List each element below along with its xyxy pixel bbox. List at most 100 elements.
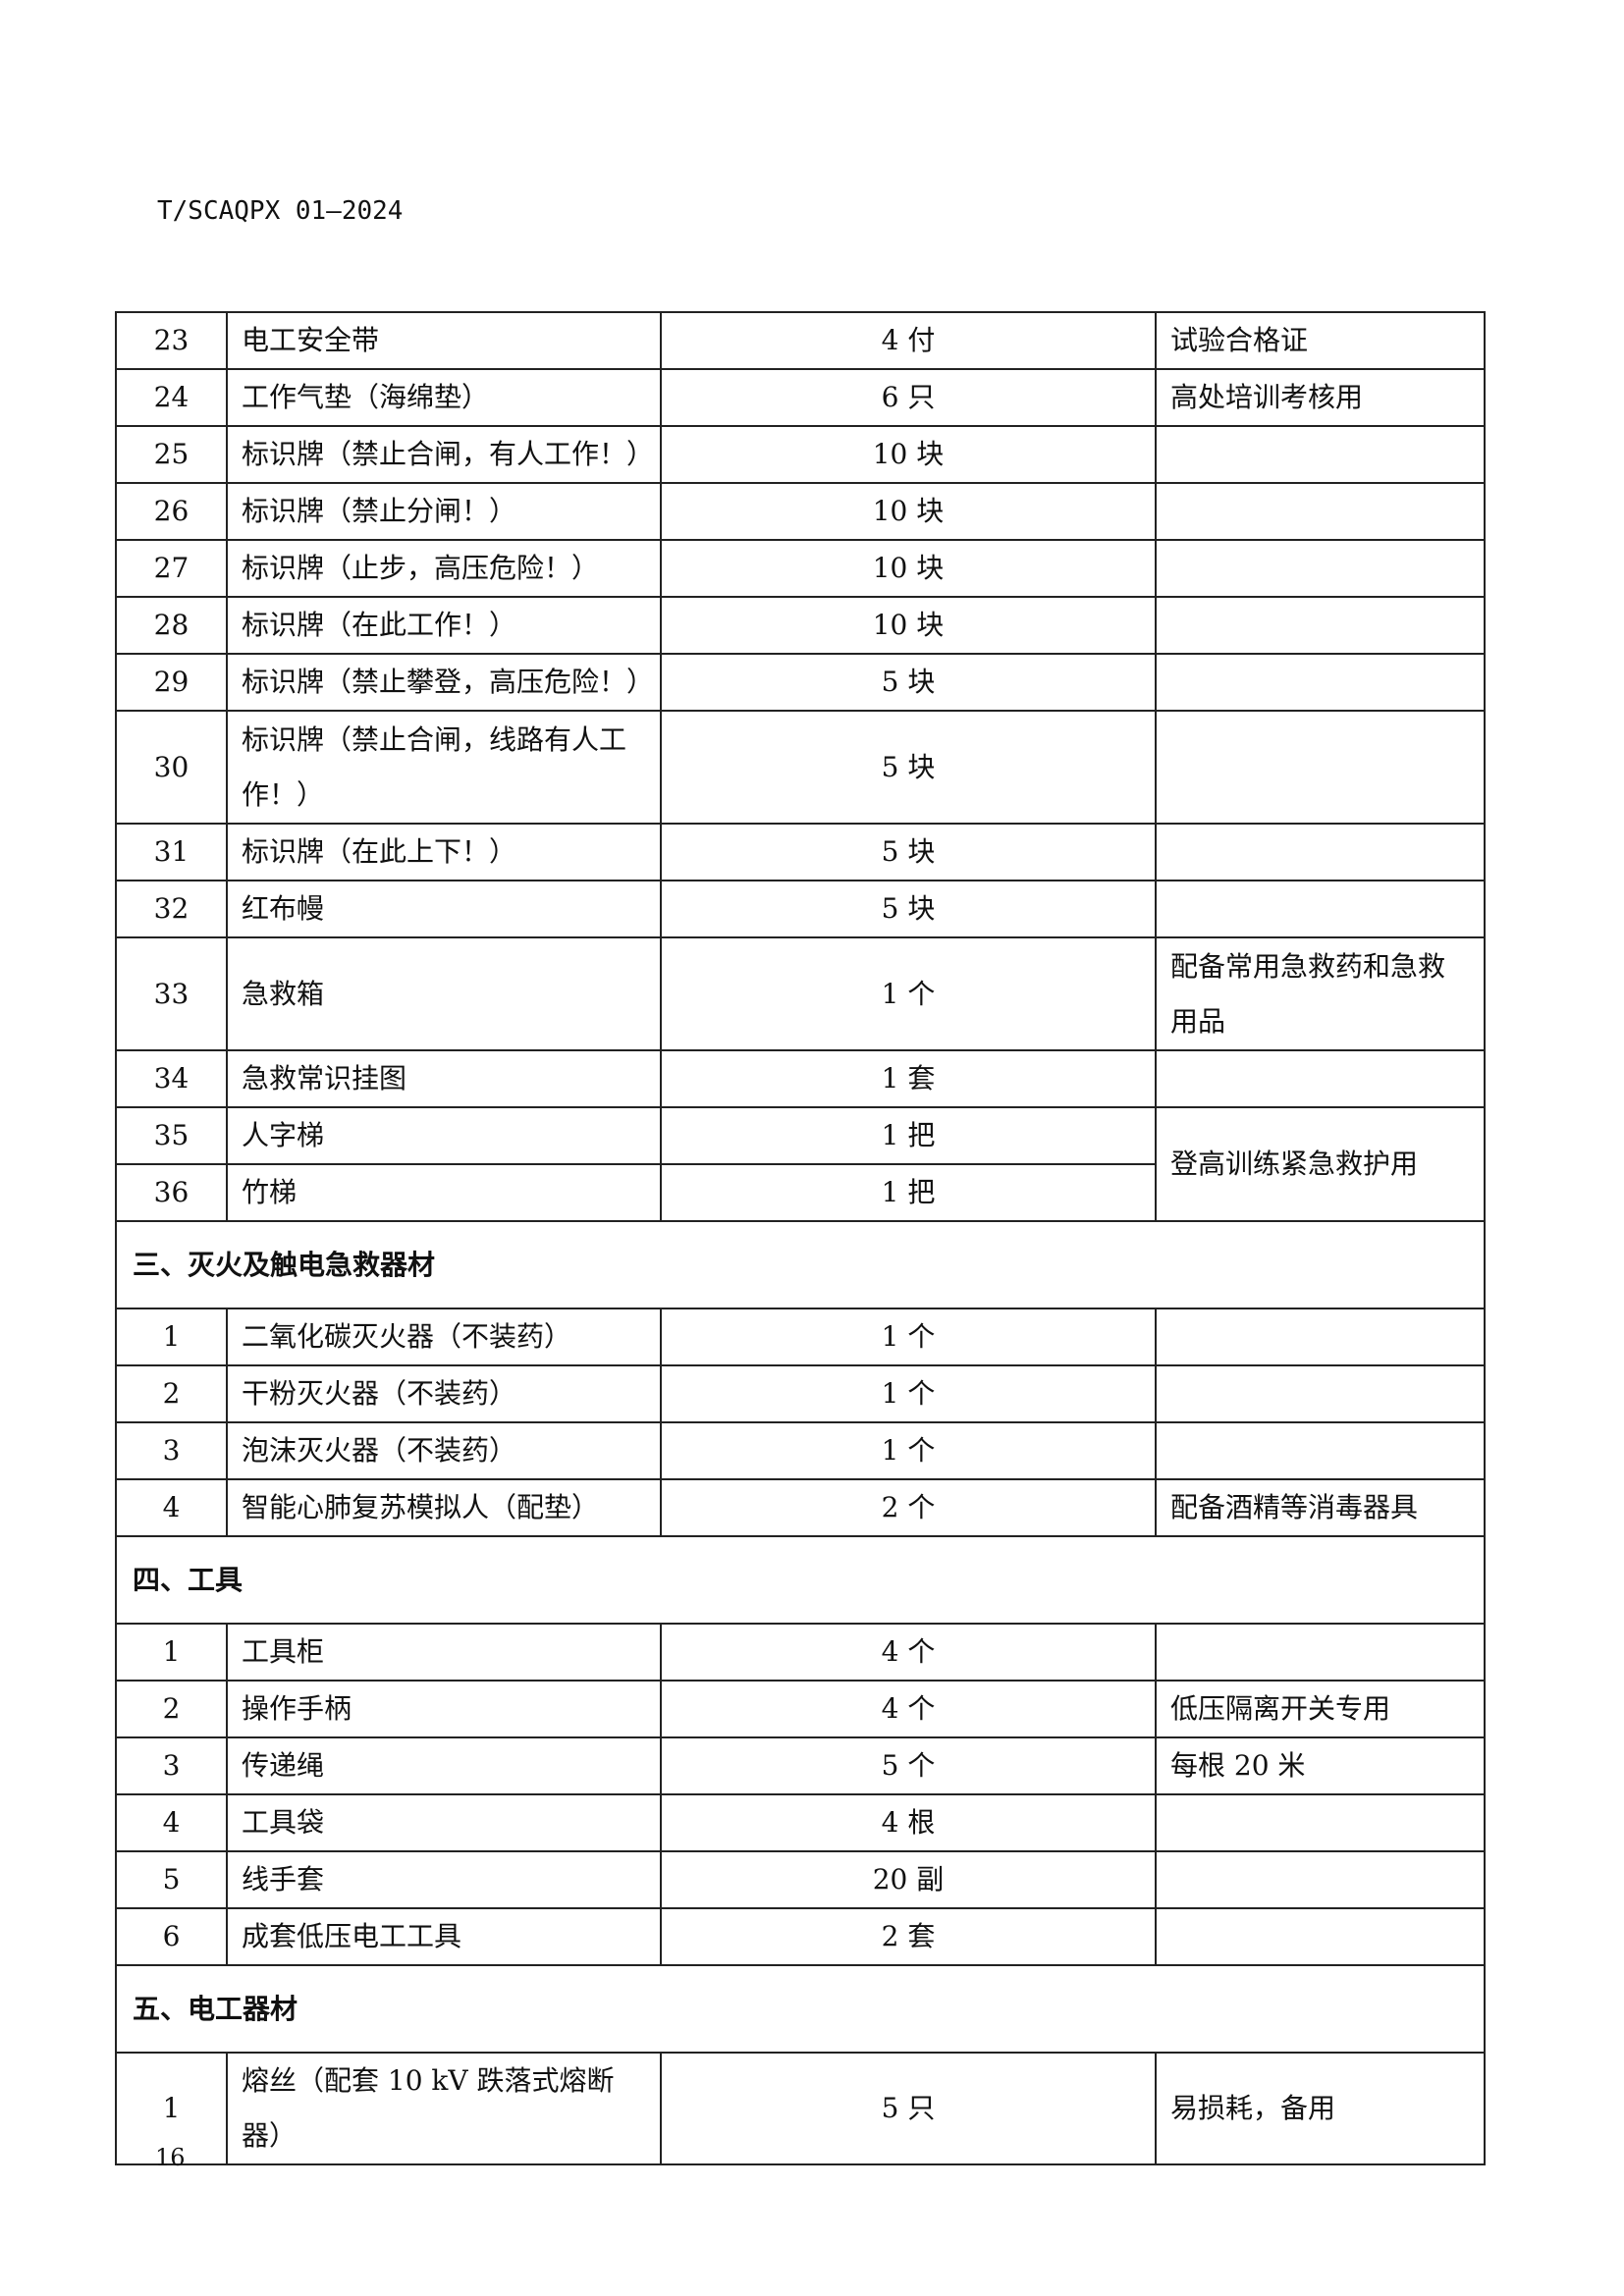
table-row: 1 工具柜 4 个 (115, 1623, 1486, 1682)
table-row: 3 传递绳 5 个每根 20 米 (115, 1736, 1486, 1795)
item-quantity: 4 根 (660, 1793, 1157, 1852)
item-quantity: 2 个 (660, 1478, 1157, 1537)
table-row: 28 标识牌（在此工作！） 10 块 (115, 596, 1486, 655)
table-row: 30 标识牌（禁止合闸，线路有人工作！） 5 块 (115, 710, 1486, 825)
item-quantity: 5 块 (660, 710, 1157, 825)
item-name: 急救箱 (226, 936, 662, 1051)
item-name: 急救常识挂图 (226, 1049, 662, 1108)
item-name: 电工安全带 (226, 311, 662, 370)
item-number: 29 (115, 653, 228, 712)
table-row: 35 人字梯 1 把登高训练紧急救护用 (115, 1106, 1486, 1222)
section-row: 三、灭火及触电急救器材 (115, 1220, 1486, 1309)
item-number: 4 (115, 1478, 228, 1537)
table-row: 27 标识牌（止步，高压危险！） 10 块 (115, 539, 1486, 598)
section-title: 三、灭火及触电急救器材 (115, 1220, 1486, 1309)
table-row: 6 成套低压电工工具 2 套 (115, 1907, 1486, 1966)
item-quantity: 10 块 (660, 425, 1157, 484)
item-remark (1155, 1049, 1486, 1108)
item-name: 红布幔 (226, 880, 662, 938)
item-remark (1155, 653, 1486, 712)
item-name: 线手套 (226, 1850, 662, 1909)
table-row: 23 电工安全带 4 付试验合格证 (115, 311, 1486, 370)
table-row: 3 泡沫灭火器（不装药） 1 个 (115, 1421, 1486, 1480)
item-remark (1155, 1850, 1486, 1909)
item-number: 35 (115, 1106, 228, 1165)
item-number: 2 (115, 1364, 228, 1423)
table-row: 1 熔丝（配套 10 kV 跌落式熔断器） 5 只易损耗，备用 (115, 2052, 1486, 2165)
item-quantity: 2 套 (660, 1907, 1157, 1966)
item-number: 34 (115, 1049, 228, 1108)
item-name: 标识牌（禁止分闸！） (226, 482, 662, 541)
item-number: 1 (115, 1308, 228, 1366)
item-quantity: 1 个 (660, 1421, 1157, 1480)
item-number: 27 (115, 539, 228, 598)
item-number: 24 (115, 368, 228, 427)
item-quantity: 1 个 (660, 1308, 1157, 1366)
table-row: 33 急救箱 1 个配备常用急救药和急救用品 (115, 936, 1486, 1051)
item-quantity: 10 块 (660, 539, 1157, 598)
item-number: 1 (115, 2052, 228, 2165)
item-number: 26 (115, 482, 228, 541)
item-remark (1155, 1623, 1486, 1682)
item-quantity: 5 只 (660, 2052, 1157, 2165)
table-row: 29 标识牌（禁止攀登，高压危险！） 5 块 (115, 653, 1486, 712)
item-remark: 每根 20 米 (1155, 1736, 1486, 1795)
item-name: 操作手柄 (226, 1680, 662, 1738)
table-row: 32 红布幔 5 块 (115, 880, 1486, 938)
item-remark (1155, 1421, 1486, 1480)
item-remark: 高处培训考核用 (1155, 368, 1486, 427)
section-row: 四、工具 (115, 1535, 1486, 1625)
item-name: 二氧化碳灭火器（不装药） (226, 1308, 662, 1366)
table-row: 4 工具袋 4 根 (115, 1793, 1486, 1852)
item-number: 33 (115, 936, 228, 1051)
item-name: 智能心肺复苏模拟人（配垫） (226, 1478, 662, 1537)
table-row: 5 线手套 20 副 (115, 1850, 1486, 1909)
item-quantity: 6 只 (660, 368, 1157, 427)
section-title: 五、电工器材 (115, 1964, 1486, 2054)
item-name: 人字梯 (226, 1106, 662, 1165)
item-name: 传递绳 (226, 1736, 662, 1795)
item-quantity: 5 个 (660, 1736, 1157, 1795)
table-row: 25 标识牌（禁止合闸，有人工作！） 10 块 (115, 425, 1486, 484)
table-row: 2 干粉灭火器（不装药） 1 个 (115, 1364, 1486, 1423)
item-quantity: 5 块 (660, 653, 1157, 712)
item-number: 25 (115, 425, 228, 484)
item-number: 3 (115, 1736, 228, 1795)
table-row: 1 二氧化碳灭火器（不装药） 1 个 (115, 1308, 1486, 1366)
item-remark (1155, 823, 1486, 881)
item-number: 3 (115, 1421, 228, 1480)
item-quantity: 1 套 (660, 1049, 1157, 1108)
item-remark: 试验合格证 (1155, 311, 1486, 370)
item-name: 工具柜 (226, 1623, 662, 1682)
table-row: 36 竹梯 1 把 (115, 1163, 1485, 1222)
item-quantity: 10 块 (660, 482, 1157, 541)
equipment-table: 23 电工安全带 4 付试验合格证 24 工作气垫（海绵垫） 6 只高处培训考核用 25 标识… (115, 311, 1486, 2165)
item-number: 28 (115, 596, 228, 655)
item-name: 标识牌（禁止合闸，有人工作！） (226, 425, 662, 484)
item-number: 5 (115, 1850, 228, 1909)
table-row: 34 急救常识挂图 1 套 (115, 1049, 1486, 1108)
item-remark: 配备酒精等消毒器具 (1155, 1478, 1486, 1537)
item-number: 2 (115, 1680, 228, 1738)
document-code: T/SCAQPX 01—2024 (157, 196, 404, 226)
item-quantity: 20 副 (660, 1850, 1157, 1909)
table-row: 26 标识牌（禁止分闸！） 10 块 (115, 482, 1486, 541)
item-quantity: 5 块 (660, 823, 1157, 881)
item-name: 标识牌（在此工作！） (226, 596, 662, 655)
section-row: 五、电工器材 (115, 1964, 1486, 2054)
item-quantity: 10 块 (660, 596, 1157, 655)
item-remark (1155, 596, 1486, 655)
item-name: 泡沫灭火器（不装药） (226, 1421, 662, 1480)
item-remark (1155, 539, 1486, 598)
item-name: 工具袋 (226, 1793, 662, 1852)
table-row: 31 标识牌（在此上下！） 5 块 (115, 823, 1486, 881)
item-number: 36 (115, 1163, 228, 1222)
item-number: 30 (115, 710, 228, 825)
item-number: 1 (115, 1623, 228, 1682)
item-quantity: 1 个 (660, 936, 1157, 1051)
item-quantity: 1 个 (660, 1364, 1157, 1423)
item-remark: 登高训练紧急救护用 (1155, 1106, 1486, 1222)
item-name: 成套低压电工工具 (226, 1907, 662, 1966)
item-remark: 低压隔离开关专用 (1155, 1680, 1486, 1738)
item-remark (1155, 1907, 1486, 1966)
